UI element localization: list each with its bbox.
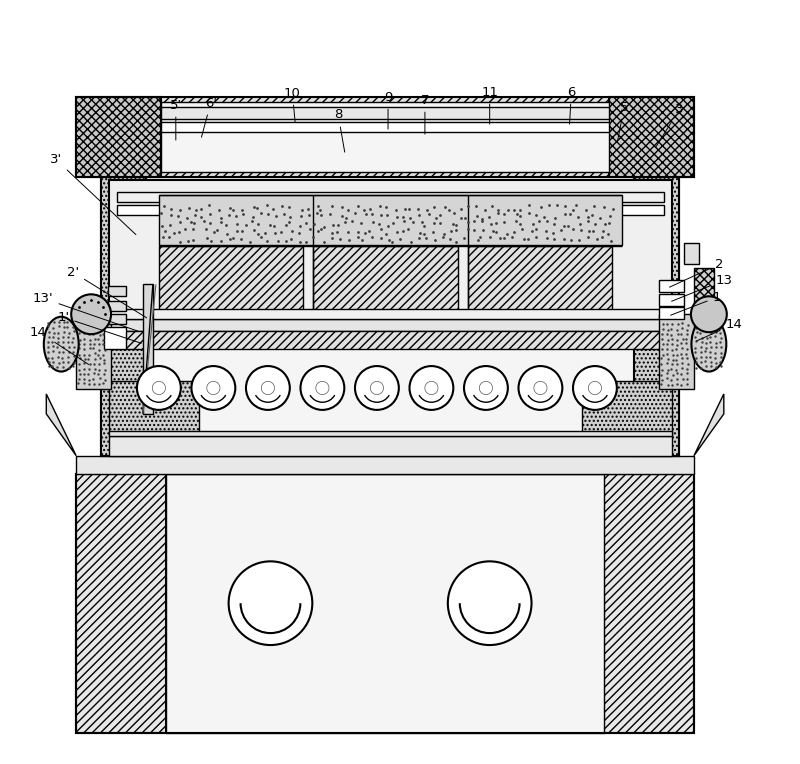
Circle shape: [246, 366, 290, 410]
Text: 8: 8: [334, 108, 345, 152]
Text: 2': 2': [67, 266, 146, 318]
Bar: [468, 247, 612, 314]
Bar: [109, 180, 672, 334]
Text: 2: 2: [670, 258, 723, 287]
Circle shape: [355, 366, 399, 410]
Text: 5': 5': [170, 99, 182, 140]
Circle shape: [71, 294, 111, 334]
Circle shape: [301, 366, 344, 410]
Bar: [159, 247, 303, 314]
Circle shape: [229, 562, 312, 645]
Bar: [109, 431, 672, 435]
Text: 14: 14: [697, 318, 742, 341]
Circle shape: [573, 366, 617, 410]
Polygon shape: [694, 394, 724, 456]
Bar: [314, 247, 458, 314]
Bar: [109, 309, 672, 319]
Circle shape: [191, 366, 235, 410]
Bar: [76, 474, 166, 733]
Circle shape: [691, 296, 727, 332]
Text: 14': 14': [29, 325, 89, 364]
Circle shape: [448, 562, 531, 645]
Text: 7: 7: [421, 93, 429, 134]
Text: 1': 1': [57, 311, 142, 343]
Bar: [659, 307, 684, 319]
Bar: [161, 102, 610, 172]
Ellipse shape: [691, 317, 726, 371]
Bar: [76, 97, 694, 176]
Bar: [109, 319, 672, 331]
Bar: [604, 474, 694, 733]
Bar: [161, 107, 610, 119]
Text: 11: 11: [481, 86, 498, 125]
Text: 3': 3': [50, 154, 136, 235]
Bar: [159, 195, 622, 244]
Text: 13: 13: [671, 274, 732, 301]
Text: 10: 10: [284, 86, 301, 122]
Bar: [659, 294, 684, 306]
Bar: [109, 331, 672, 349]
Bar: [166, 474, 604, 733]
Ellipse shape: [44, 317, 78, 371]
Polygon shape: [46, 394, 76, 456]
Text: 3: 3: [655, 103, 683, 147]
Bar: [117, 205, 664, 215]
Text: 13': 13': [33, 292, 138, 332]
Text: 5: 5: [618, 101, 629, 140]
Bar: [76, 474, 694, 733]
Bar: [610, 97, 694, 176]
Text: 9: 9: [384, 91, 392, 129]
Bar: [76, 97, 161, 176]
Bar: [109, 435, 672, 456]
Circle shape: [410, 366, 454, 410]
Circle shape: [137, 366, 181, 410]
Bar: [76, 456, 694, 474]
Bar: [108, 286, 126, 296]
Text: 6: 6: [567, 86, 575, 125]
Bar: [161, 122, 610, 132]
Bar: [634, 176, 679, 456]
Bar: [109, 381, 198, 435]
Text: 6': 6': [202, 96, 217, 138]
Circle shape: [464, 366, 508, 410]
Bar: [101, 176, 146, 456]
Bar: [104, 327, 126, 349]
Bar: [108, 314, 126, 324]
Bar: [659, 314, 694, 389]
Bar: [694, 268, 714, 306]
Bar: [684, 242, 699, 264]
Circle shape: [518, 366, 562, 410]
Text: 1: 1: [670, 291, 721, 316]
Bar: [659, 280, 684, 293]
Bar: [108, 301, 126, 311]
Bar: [101, 176, 679, 456]
Bar: [582, 381, 672, 435]
Bar: [143, 284, 153, 414]
Bar: [117, 192, 664, 202]
Bar: [76, 314, 111, 389]
